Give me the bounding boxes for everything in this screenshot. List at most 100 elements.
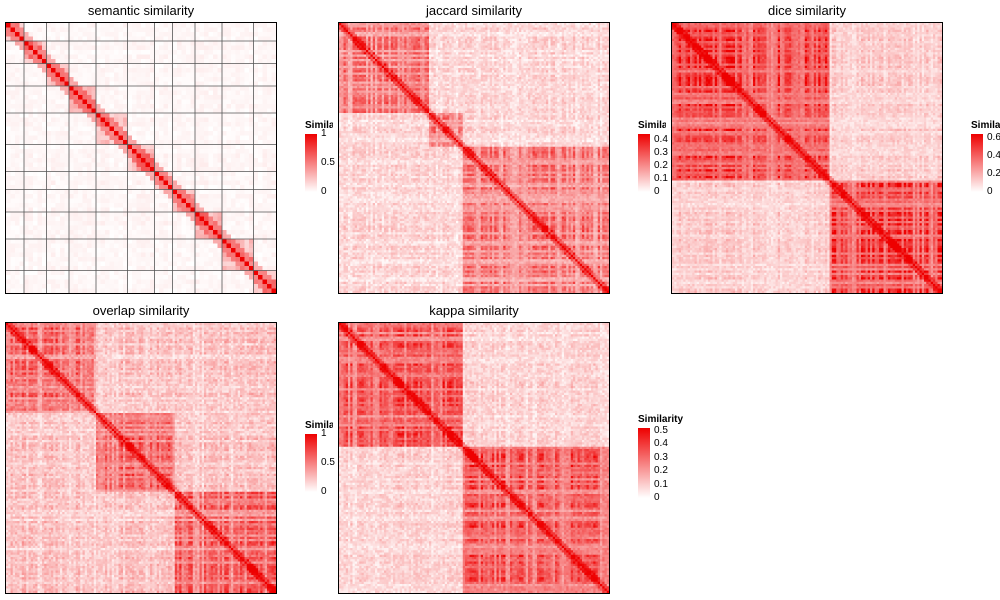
heatmap-cell	[483, 34, 486, 37]
heatmap-cell	[74, 131, 79, 136]
heatmap-cell	[123, 23, 128, 28]
heatmap-cell	[47, 208, 52, 213]
heatmap-cell	[512, 43, 515, 46]
heatmap-cell	[47, 46, 52, 51]
heatmap-cell	[551, 25, 554, 28]
heatmap-cell	[362, 30, 365, 33]
heatmap-cell	[209, 122, 214, 127]
heatmap-cell	[96, 289, 101, 294]
heatmap-cell	[240, 46, 245, 51]
heatmap-cell	[204, 68, 209, 73]
heatmap-cell	[137, 199, 142, 204]
heatmap-cell	[20, 167, 25, 172]
heatmap-cell	[258, 100, 263, 105]
heatmap-cell	[11, 208, 16, 213]
heatmap-cell	[445, 46, 448, 49]
heatmap-cell	[141, 289, 146, 294]
heatmap-cell	[528, 34, 531, 37]
heatmap-cell	[101, 212, 106, 217]
heatmap-cell	[69, 185, 74, 190]
heatmap-cell	[137, 266, 142, 271]
heatmap-cell	[141, 172, 146, 177]
heatmap-cell	[38, 145, 43, 150]
heatmap-cell	[258, 104, 263, 109]
heatmap-cell	[218, 257, 223, 262]
heatmap-cell	[542, 39, 545, 42]
heatmap-cell	[467, 43, 470, 46]
heatmap-cell	[65, 28, 70, 33]
heatmap-cell	[96, 77, 101, 82]
heatmap-cell	[20, 122, 25, 127]
heatmap-cell	[182, 113, 187, 118]
heatmap-cell	[407, 46, 410, 49]
heatmap-cell	[258, 226, 263, 231]
heatmap-cell	[83, 50, 88, 55]
heatmap-cell	[15, 32, 20, 37]
heatmap-cell	[182, 41, 187, 46]
heatmap-cell	[38, 181, 43, 186]
heatmap-cell	[258, 118, 263, 123]
heatmap-cell	[404, 41, 407, 44]
heatmap-cell	[177, 226, 182, 231]
heatmap-cell	[209, 104, 214, 109]
heatmap-cell	[591, 43, 594, 46]
heatmap-cell	[245, 289, 250, 294]
heatmap-cell	[546, 46, 549, 49]
heatmap-cell	[38, 109, 43, 114]
heatmap-cell	[209, 226, 214, 231]
heatmap-cell	[195, 239, 200, 244]
heatmap-cell	[33, 131, 38, 136]
heatmap-cell	[258, 163, 263, 168]
heatmap-cell	[186, 32, 191, 37]
heatmap-cell	[177, 190, 182, 195]
heatmap-cell	[209, 194, 214, 199]
heatmap-cell	[141, 163, 146, 168]
heatmap-cell	[195, 104, 200, 109]
heatmap-cell	[195, 136, 200, 141]
heatmap-cell	[177, 145, 182, 150]
heatmap-cell	[218, 104, 223, 109]
heatmap-cell	[200, 172, 205, 177]
heatmap-cell	[164, 226, 169, 231]
heatmap-cell	[254, 199, 259, 204]
heatmap-cell	[386, 34, 389, 37]
heatmap-cell	[182, 239, 187, 244]
heatmap-cell	[227, 280, 232, 285]
heatmap-cell	[263, 122, 268, 127]
heatmap-cell	[476, 32, 479, 35]
heatmap-cell	[128, 55, 133, 60]
heatmap-cell	[537, 39, 540, 42]
heatmap-cell	[96, 167, 101, 172]
heatmap-cell	[83, 118, 88, 123]
heatmap-cell	[395, 46, 398, 49]
heatmap-cell	[589, 34, 592, 37]
heatmap-cell	[56, 104, 61, 109]
heatmap-cell	[168, 104, 173, 109]
heatmap-cell	[33, 208, 38, 213]
heatmap-cell	[33, 122, 38, 127]
heatmap-cell	[6, 248, 11, 253]
heatmap-cell	[42, 100, 47, 105]
heatmap-cell	[69, 73, 74, 78]
heatmap-cell	[155, 50, 160, 55]
heatmap-cell	[159, 73, 164, 78]
heatmap-cell	[526, 34, 529, 37]
heatmap-cell	[353, 34, 356, 37]
heatmap-cell	[60, 212, 65, 217]
heatmap-cell	[443, 46, 446, 49]
heatmap-cell	[584, 23, 587, 26]
heatmap-cell	[596, 30, 599, 33]
heatmap-cell	[132, 59, 137, 64]
heatmap-cell	[366, 43, 369, 46]
heatmap-cell	[521, 25, 524, 28]
heatmap-cell	[168, 154, 173, 159]
heatmap-cell	[173, 37, 178, 42]
heatmap-cell	[11, 217, 16, 222]
heatmap-cell	[186, 37, 191, 42]
heatmap-cell	[119, 199, 124, 204]
heatmap-cell	[173, 158, 178, 163]
heatmap-cell	[146, 176, 151, 181]
heatmap-cell	[449, 41, 452, 44]
heatmap-cell	[123, 113, 128, 118]
heatmap-cell	[249, 131, 254, 136]
